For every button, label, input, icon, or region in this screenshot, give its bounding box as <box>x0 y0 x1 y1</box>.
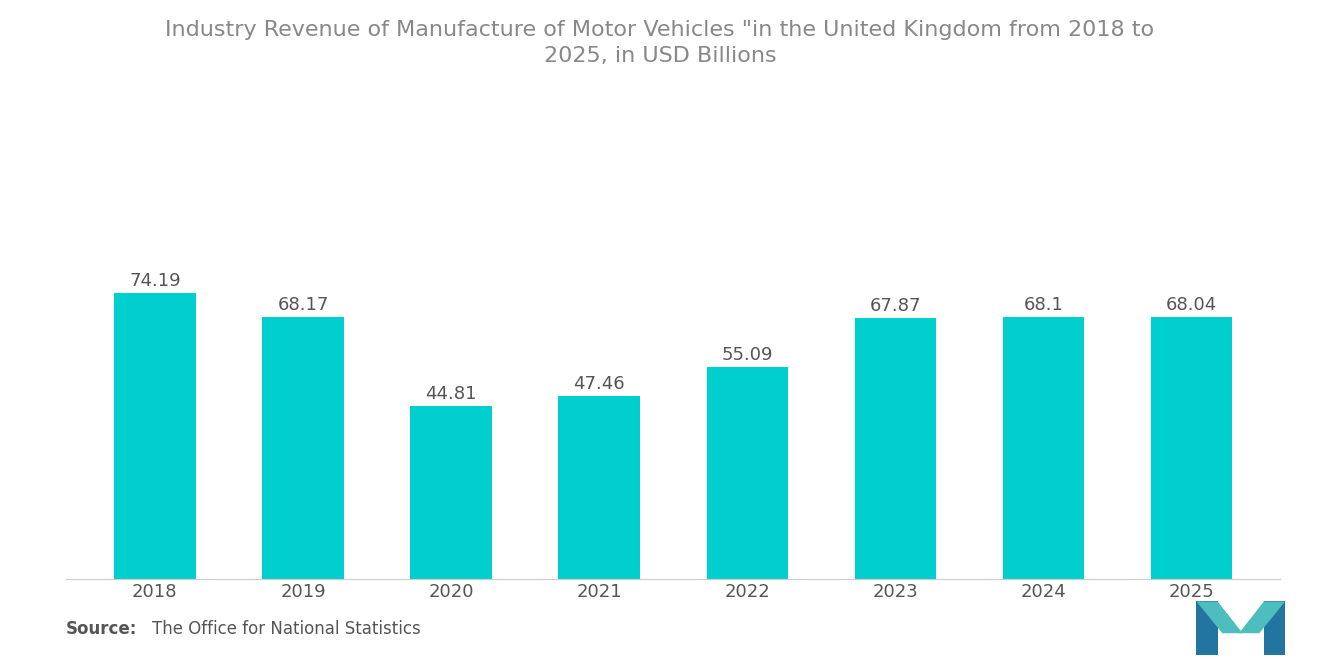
Bar <box>263 317 343 579</box>
Text: 44.81: 44.81 <box>425 385 477 403</box>
Bar <box>1151 317 1233 579</box>
Bar <box>411 406 492 579</box>
Polygon shape <box>1196 601 1218 656</box>
Text: 68.1: 68.1 <box>1023 296 1064 314</box>
Text: 67.87: 67.87 <box>870 297 921 315</box>
Polygon shape <box>1196 601 1242 633</box>
Text: Industry Revenue of Manufacture of Motor Vehicles "in the United Kingdom from 20: Industry Revenue of Manufacture of Motor… <box>165 20 1155 66</box>
Text: 68.17: 68.17 <box>277 295 329 314</box>
Text: Source:: Source: <box>66 620 137 638</box>
Text: 47.46: 47.46 <box>573 375 624 393</box>
Polygon shape <box>1239 601 1286 633</box>
Polygon shape <box>1265 601 1286 656</box>
Text: 74.19: 74.19 <box>129 273 181 291</box>
Bar <box>706 367 788 579</box>
Text: The Office for National Statistics: The Office for National Statistics <box>152 620 421 638</box>
Text: 68.04: 68.04 <box>1166 296 1217 314</box>
Bar <box>854 318 936 579</box>
Bar <box>558 396 640 579</box>
Text: 55.09: 55.09 <box>722 346 774 364</box>
Bar <box>1003 317 1084 579</box>
Bar <box>114 293 195 579</box>
